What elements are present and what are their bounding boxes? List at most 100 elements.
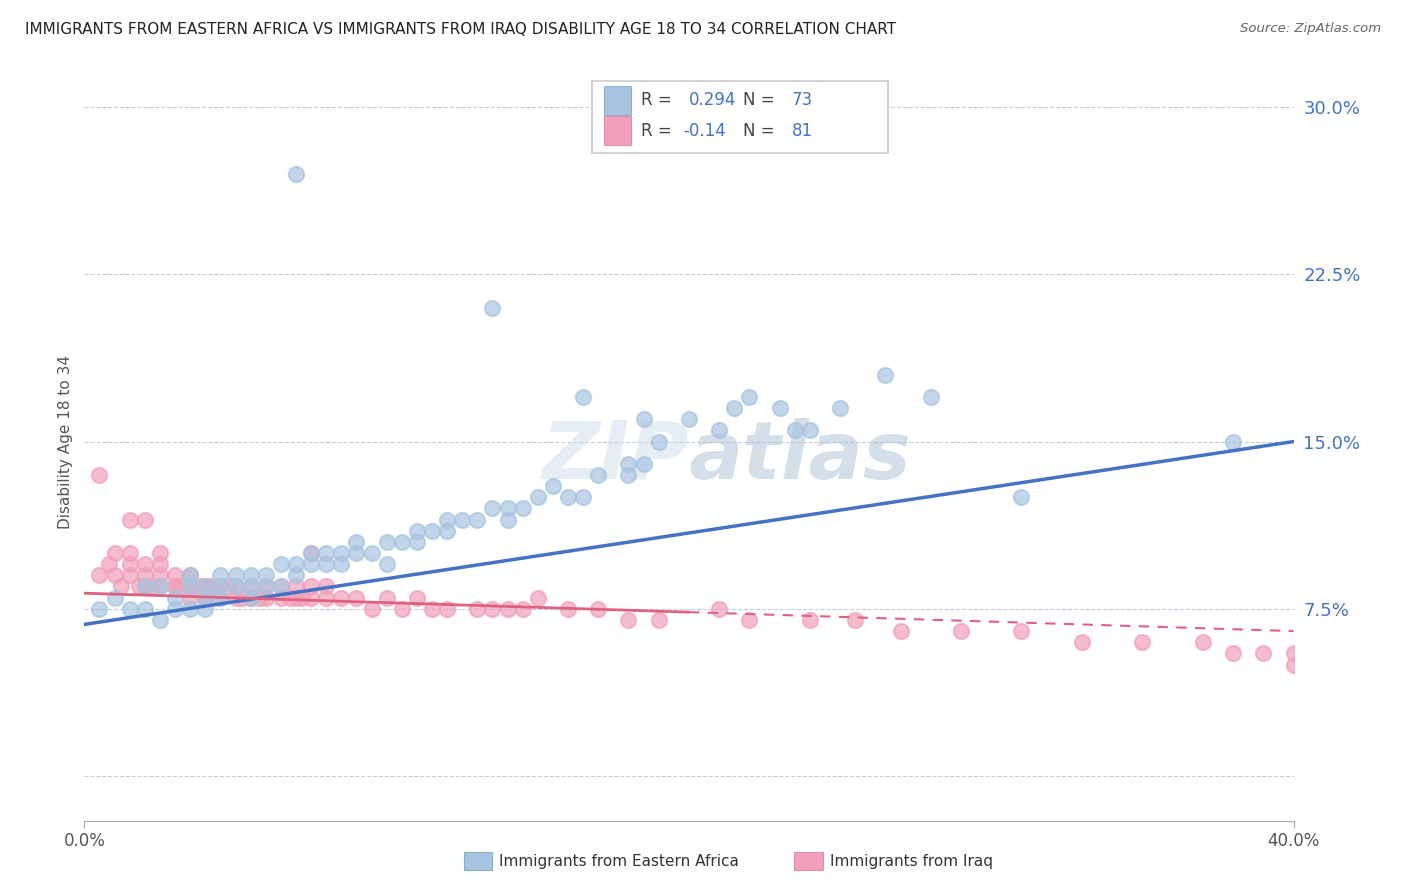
- Point: [239, 580, 262, 594]
- Point: [165, 580, 187, 594]
- Point: [170, 580, 193, 594]
- Point: [330, 557, 353, 572]
- Point: [218, 580, 240, 594]
- Point: [194, 580, 217, 594]
- Point: [149, 568, 172, 582]
- Point: [118, 568, 141, 582]
- Point: [436, 602, 458, 616]
- Point: [738, 613, 761, 627]
- FancyBboxPatch shape: [605, 116, 631, 145]
- Point: [527, 491, 550, 505]
- Point: [299, 546, 322, 560]
- Point: [799, 613, 821, 627]
- Point: [239, 580, 262, 594]
- Point: [467, 512, 489, 526]
- Point: [209, 580, 232, 594]
- Point: [1282, 657, 1305, 672]
- Point: [799, 424, 821, 438]
- Point: [617, 613, 640, 627]
- Point: [375, 591, 398, 605]
- Point: [118, 557, 141, 572]
- Point: [239, 591, 262, 605]
- Point: [1222, 646, 1244, 660]
- Point: [467, 602, 489, 616]
- Point: [139, 580, 162, 594]
- Point: [270, 580, 292, 594]
- Point: [557, 491, 579, 505]
- Point: [165, 580, 187, 594]
- Point: [330, 546, 353, 560]
- Point: [406, 524, 429, 538]
- Point: [200, 580, 222, 594]
- Text: -0.14: -0.14: [683, 121, 725, 140]
- Point: [769, 401, 792, 416]
- Text: R =: R =: [641, 91, 676, 110]
- Point: [346, 591, 368, 605]
- Point: [709, 602, 731, 616]
- Point: [97, 557, 120, 572]
- Point: [1253, 646, 1275, 660]
- Point: [406, 591, 429, 605]
- Point: [239, 591, 262, 605]
- Point: [572, 390, 595, 404]
- Point: [391, 602, 413, 616]
- Point: [1011, 491, 1033, 505]
- Point: [512, 602, 534, 616]
- Point: [950, 624, 973, 639]
- Point: [194, 580, 217, 594]
- Point: [330, 591, 353, 605]
- Text: N =: N =: [744, 91, 780, 110]
- Point: [209, 591, 232, 605]
- Point: [285, 167, 308, 181]
- Point: [481, 602, 503, 616]
- Point: [481, 301, 503, 315]
- Point: [875, 368, 897, 382]
- Point: [179, 568, 201, 582]
- Point: [118, 602, 141, 616]
- Point: [149, 580, 172, 594]
- Point: [270, 557, 292, 572]
- Point: [299, 591, 322, 605]
- Text: 73: 73: [792, 91, 813, 110]
- Point: [420, 602, 443, 616]
- Point: [315, 591, 337, 605]
- Point: [588, 602, 610, 616]
- Point: [617, 457, 640, 471]
- Text: 0.294: 0.294: [689, 91, 737, 110]
- Point: [254, 580, 277, 594]
- Point: [633, 412, 655, 426]
- Point: [481, 501, 503, 516]
- Text: N =: N =: [744, 121, 780, 140]
- Point: [104, 568, 127, 582]
- Point: [496, 512, 519, 526]
- Point: [420, 524, 443, 538]
- Point: [89, 568, 111, 582]
- Text: atlas: atlas: [689, 417, 911, 496]
- Point: [239, 568, 262, 582]
- Point: [375, 535, 398, 549]
- Text: Immigrants from Eastern Africa: Immigrants from Eastern Africa: [499, 855, 740, 869]
- Point: [299, 580, 322, 594]
- Point: [633, 457, 655, 471]
- Point: [134, 557, 156, 572]
- Point: [299, 546, 322, 560]
- Point: [149, 613, 172, 627]
- Point: [110, 580, 132, 594]
- Point: [225, 568, 247, 582]
- Point: [165, 591, 187, 605]
- Point: [118, 512, 141, 526]
- Point: [270, 591, 292, 605]
- Point: [179, 580, 201, 594]
- Point: [104, 546, 127, 560]
- Point: [315, 557, 337, 572]
- Point: [920, 390, 942, 404]
- Point: [391, 535, 413, 549]
- Point: [179, 602, 201, 616]
- Point: [209, 591, 232, 605]
- Point: [830, 401, 852, 416]
- Point: [527, 591, 550, 605]
- Point: [285, 557, 308, 572]
- Point: [890, 624, 912, 639]
- Point: [496, 602, 519, 616]
- Point: [104, 591, 127, 605]
